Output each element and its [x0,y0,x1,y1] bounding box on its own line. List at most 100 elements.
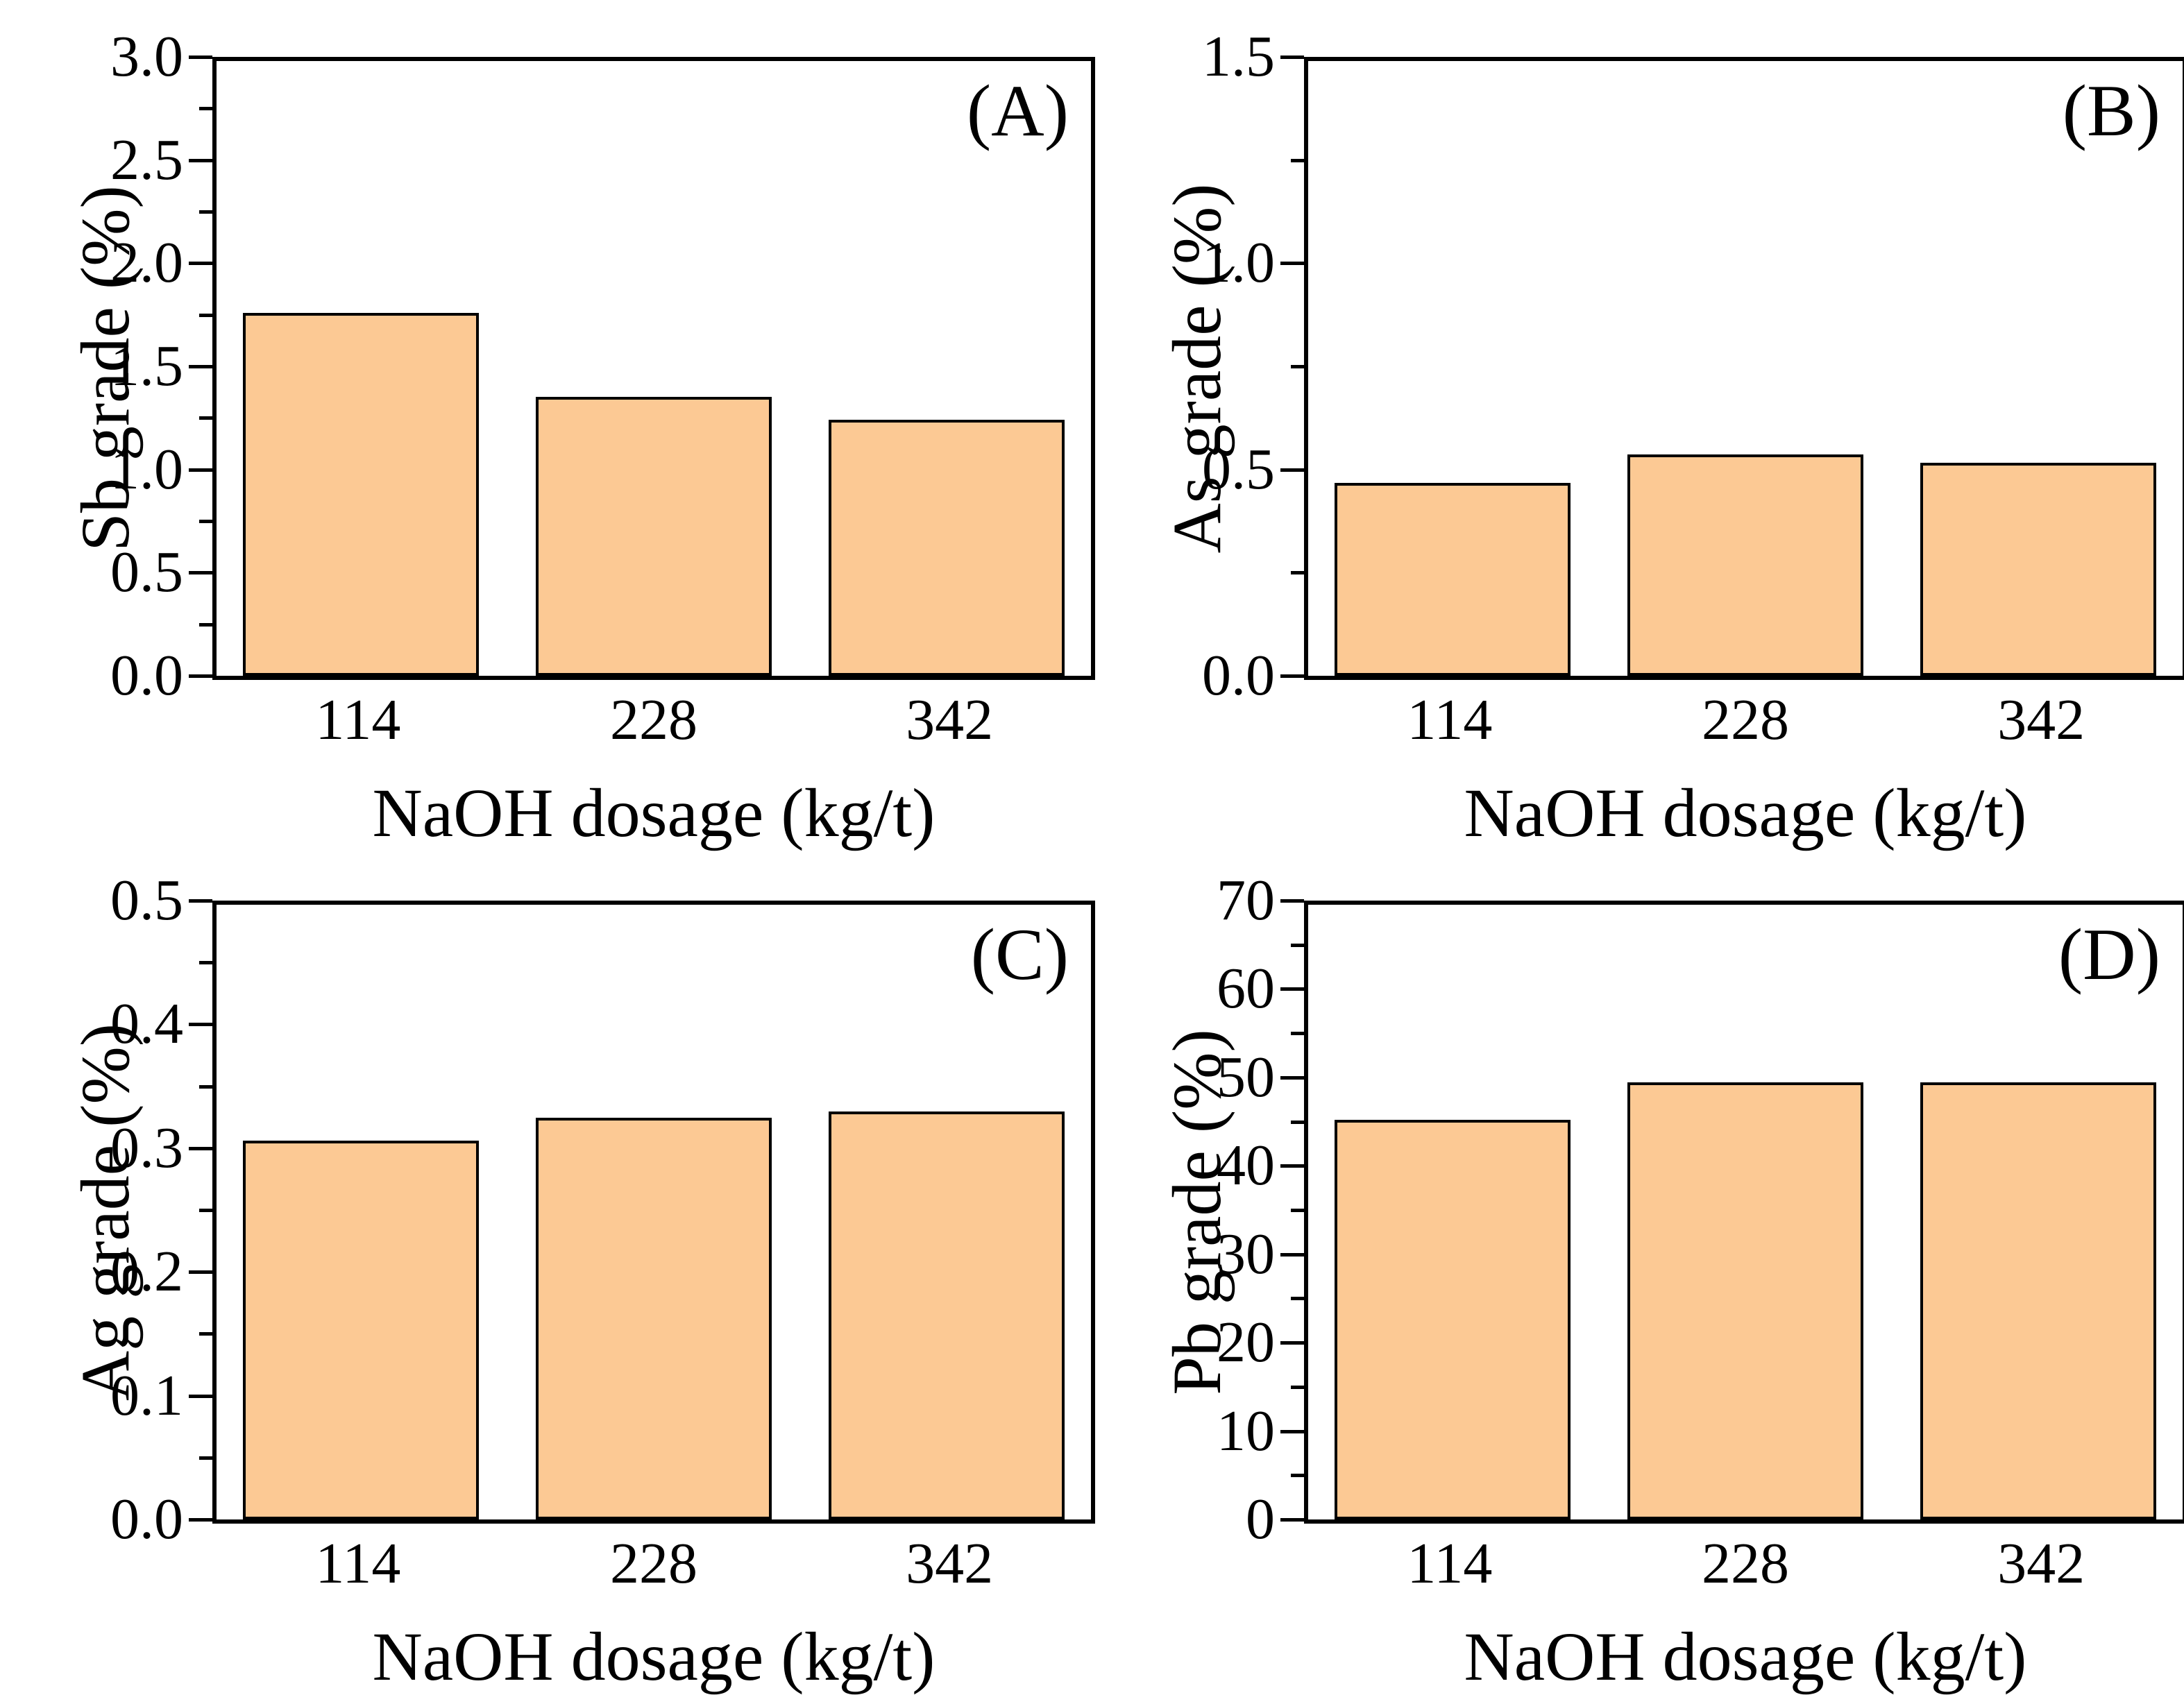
y-tick-label: 0.1 [110,1363,183,1428]
x-axis-title: NaOH dosage (kg/t) [1464,1618,2027,1695]
y-minor-tick [199,313,212,317]
bar [535,1118,772,1519]
y-major-tick [189,674,212,678]
y-minor-tick [1291,158,1304,162]
x-tick-label: 342 [906,1531,994,1596]
bar [1627,1082,1864,1519]
y-tick-label: 0.3 [110,1115,183,1180]
y-tick-label: 1.5 [1202,24,1275,89]
panel-c: Ag grade (%) (C) 0.0 0.1 0.2 0.3 0.4 0.5 114 22… [28,855,1095,1692]
plot-area: (A) 0.0 0.5 1.0 1.5 2.0 2.5 3.0 114 228 342 [110,28,1095,749]
x-tick-label: 342 [1997,1531,2085,1596]
panel-d: Pb grade (%) (D) 0 10 20 30 40 50 60 70 114 228 34… [1119,855,2184,1692]
x-tick-label: 228 [1702,688,1789,752]
y-major-tick [1280,1164,1304,1168]
y-tick-label: 2.0 [110,230,183,296]
panel-letter: (B) [2062,70,2160,151]
y-tick-label: 0.4 [110,991,183,1057]
y-major-tick [1280,987,1304,991]
y-tick-label: 2.5 [110,127,183,192]
y-tick-label: 40 [1217,1133,1275,1198]
y-major-tick [1280,1252,1304,1257]
plot-area: (B) 0.0 0.5 1.0 1.5 114 228 342 [1202,28,2184,749]
y-minor-tick [1291,1297,1304,1301]
x-axis-title: NaOH dosage (kg/t) [372,1618,936,1695]
x-tick-label: 342 [906,688,994,752]
y-minor-tick [199,210,212,214]
y-tick-label: 3.0 [110,24,183,89]
panel-letter: (D) [2058,914,2160,995]
bar [1627,454,1864,676]
y-major-tick [189,1518,212,1522]
y-major-tick [1280,468,1304,472]
y-axis-tick-labels: 0.0 0.5 1.0 1.5 [1053,28,1275,705]
x-axis-tick-labels: 114 228 342 [1304,691,2184,760]
x-axis-tick-labels: 114 228 342 [212,1535,1095,1604]
y-minor-tick [1291,1209,1304,1212]
y-tick-label: 30 [1217,1221,1275,1286]
y-major-tick [189,158,212,162]
y-minor-tick [199,1332,212,1336]
x-axis-tick-labels: 114 228 342 [212,691,1095,760]
y-tick-label: 50 [1217,1044,1275,1109]
bar [1334,1120,1571,1519]
y-minor-tick [1291,571,1304,575]
y-major-tick [1280,1429,1304,1433]
y-tick-label: 0.5 [110,540,183,605]
y-tick-label: 0.0 [110,1487,183,1551]
y-major-tick [189,56,212,59]
y-tick-label: 0.5 [1202,436,1275,502]
y-tick-label: 0.2 [110,1239,183,1304]
y-minor-tick [1291,943,1304,947]
y-major-tick [189,1023,212,1027]
y-minor-tick [199,1209,212,1212]
y-major-tick [1280,1341,1304,1345]
y-tick-label: 60 [1217,956,1275,1021]
y-tick-label: 1.0 [1202,230,1275,296]
y-major-tick [1280,899,1304,903]
y-major-tick [189,1394,212,1398]
bar [535,397,772,676]
y-tick-label: 70 [1217,868,1275,932]
bar [1334,483,1571,676]
y-tick-label: 0.5 [110,868,183,932]
y-minor-tick [199,1456,212,1460]
y-major-tick [1280,1075,1304,1080]
y-tick-label: 0.0 [110,643,183,708]
y-major-tick [189,262,212,266]
y-major-tick [189,1146,212,1150]
y-major-tick [1280,262,1304,266]
y-minor-tick [199,961,212,965]
panel-b: As grade (%) (B) 0.0 0.5 1.0 1.5 114 228 342 N… [1119,11,2184,848]
y-minor-tick [199,520,212,523]
y-minor-tick [1291,1032,1304,1036]
y-minor-tick [199,1084,212,1089]
bar [1920,463,2157,676]
y-minor-tick [199,107,212,111]
x-axis-title: NaOH dosage (kg/t) [372,774,936,851]
x-axis-title: NaOH dosage (kg/t) [1464,774,2027,851]
y-axis-tick-labels: 0 10 20 30 40 50 60 70 [1053,871,1275,1549]
y-major-tick [1280,1518,1304,1522]
y-tick-label: 0.0 [1202,643,1275,708]
y-axis-tick-labels: 0.0 0.1 0.2 0.3 0.4 0.5 [0,871,183,1549]
panel-letter: (A) [966,70,1069,151]
bar [829,420,1065,676]
y-major-tick [189,1270,212,1275]
y-tick-label: 0 [1246,1487,1275,1551]
x-tick-label: 114 [1407,1531,1493,1596]
x-tick-label: 342 [1997,688,2085,752]
bar [242,313,479,676]
plot-area: (C) 0.0 0.1 0.2 0.3 0.4 0.5 114 228 342 [110,871,1095,1593]
y-tick-label: 20 [1217,1310,1275,1375]
y-minor-tick [199,622,212,627]
y-minor-tick [1291,1120,1304,1124]
y-minor-tick [199,416,212,420]
y-major-tick [189,899,212,903]
x-tick-label: 228 [1702,1531,1789,1596]
y-major-tick [1280,56,1304,59]
y-minor-tick [1291,1385,1304,1389]
x-tick-label: 114 [1407,688,1493,752]
y-major-tick [1280,674,1304,678]
